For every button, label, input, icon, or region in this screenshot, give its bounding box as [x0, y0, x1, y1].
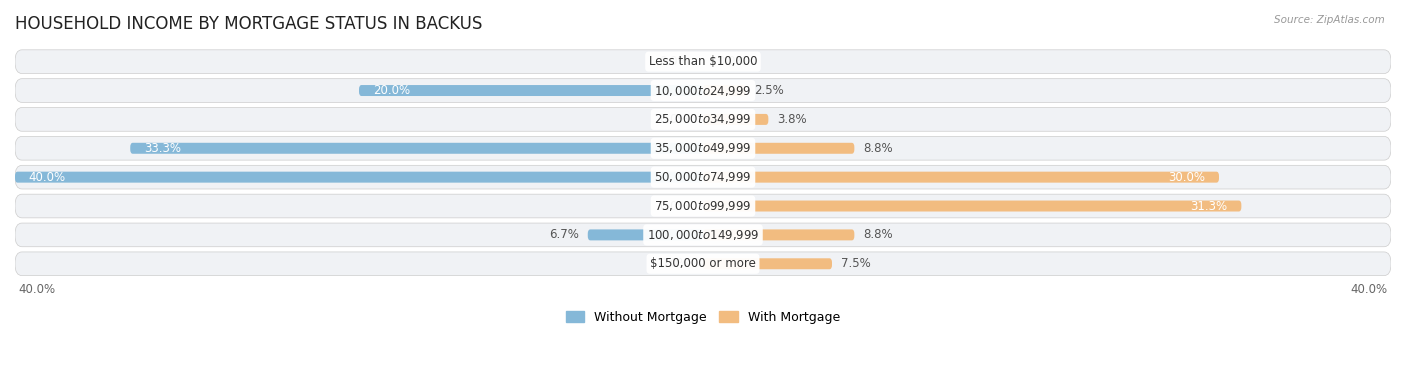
Text: 0.0%: 0.0% — [717, 55, 747, 68]
Text: 0.0%: 0.0% — [659, 55, 689, 68]
Text: 40.0%: 40.0% — [1350, 282, 1388, 296]
Text: $35,000 to $49,999: $35,000 to $49,999 — [654, 141, 752, 155]
Text: 2.5%: 2.5% — [755, 84, 785, 97]
Text: 0.0%: 0.0% — [659, 200, 689, 212]
Text: $75,000 to $99,999: $75,000 to $99,999 — [654, 199, 752, 213]
FancyBboxPatch shape — [15, 165, 1391, 189]
FancyBboxPatch shape — [703, 229, 855, 240]
Text: $10,000 to $24,999: $10,000 to $24,999 — [654, 84, 752, 98]
FancyBboxPatch shape — [15, 136, 1391, 160]
Text: $150,000 or more: $150,000 or more — [650, 257, 756, 270]
Text: $25,000 to $34,999: $25,000 to $34,999 — [654, 112, 752, 126]
Text: 8.8%: 8.8% — [863, 228, 893, 242]
Text: 20.0%: 20.0% — [373, 84, 411, 97]
FancyBboxPatch shape — [588, 229, 703, 240]
Text: $100,000 to $149,999: $100,000 to $149,999 — [647, 228, 759, 242]
FancyBboxPatch shape — [15, 252, 1391, 276]
Text: Less than $10,000: Less than $10,000 — [648, 55, 758, 68]
FancyBboxPatch shape — [15, 79, 1391, 102]
FancyBboxPatch shape — [15, 194, 1391, 218]
FancyBboxPatch shape — [703, 85, 747, 96]
Text: 0.0%: 0.0% — [659, 257, 689, 270]
Text: 40.0%: 40.0% — [28, 170, 66, 184]
FancyBboxPatch shape — [703, 201, 1241, 212]
FancyBboxPatch shape — [131, 143, 703, 154]
FancyBboxPatch shape — [703, 114, 768, 125]
Text: 30.0%: 30.0% — [1168, 170, 1205, 184]
Text: Source: ZipAtlas.com: Source: ZipAtlas.com — [1274, 15, 1385, 25]
Text: $50,000 to $74,999: $50,000 to $74,999 — [654, 170, 752, 184]
FancyBboxPatch shape — [703, 143, 855, 154]
Text: HOUSEHOLD INCOME BY MORTGAGE STATUS IN BACKUS: HOUSEHOLD INCOME BY MORTGAGE STATUS IN B… — [15, 15, 482, 33]
FancyBboxPatch shape — [15, 50, 1391, 73]
Text: 33.3%: 33.3% — [143, 142, 181, 155]
Text: 7.5%: 7.5% — [841, 257, 870, 270]
Text: 40.0%: 40.0% — [18, 282, 56, 296]
FancyBboxPatch shape — [15, 172, 703, 183]
Text: 6.7%: 6.7% — [550, 228, 579, 242]
FancyBboxPatch shape — [703, 172, 1219, 183]
FancyBboxPatch shape — [15, 108, 1391, 131]
Text: 8.8%: 8.8% — [863, 142, 893, 155]
FancyBboxPatch shape — [359, 85, 703, 96]
Text: 0.0%: 0.0% — [659, 113, 689, 126]
FancyBboxPatch shape — [15, 223, 1391, 247]
FancyBboxPatch shape — [703, 258, 832, 269]
Legend: Without Mortgage, With Mortgage: Without Mortgage, With Mortgage — [561, 306, 845, 329]
Text: 3.8%: 3.8% — [778, 113, 807, 126]
Text: 31.3%: 31.3% — [1191, 200, 1227, 212]
